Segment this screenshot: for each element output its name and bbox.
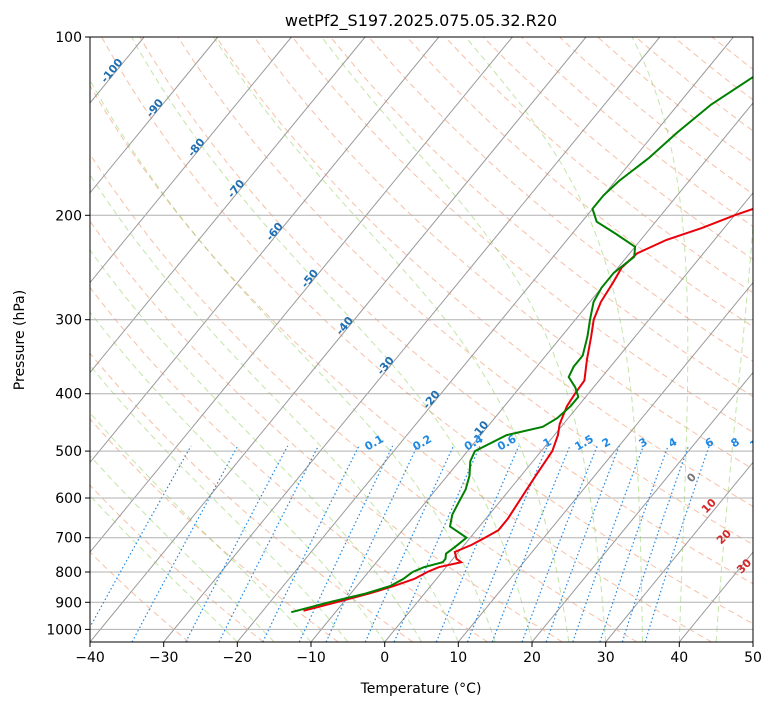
moist-adiabat	[90, 79, 496, 642]
plot-area: -100-90-80-70-60-50-40-30-20-100.1 0.2 0.4…	[90, 37, 767, 642]
profile-lines	[291, 75, 753, 614]
isotherms	[90, 37, 753, 642]
dry-adiabat	[90, 352, 414, 642]
x-tick-label: −40	[75, 650, 105, 666]
y-tick-label: 500	[55, 444, 82, 460]
moist-adiabat	[90, 364, 349, 642]
x-tick-label: −30	[149, 650, 179, 666]
dewpoint-line	[291, 75, 753, 614]
dry-adiabat	[253, 37, 753, 470]
isotherm	[90, 37, 292, 284]
moist-adiabat	[631, 37, 689, 642]
mixing-ratio-line	[218, 445, 319, 642]
isotherm	[90, 37, 440, 464]
mixing-ratio-line	[572, 445, 645, 642]
mixing-ratio-label: 10	[747, 433, 767, 452]
x-axis-ticks: −40 −30 −20 −10 0 10 20 30 40 50	[75, 642, 762, 666]
moist-adiabat	[213, 37, 570, 642]
dry-adiabat	[90, 484, 264, 642]
chart-title: wetPf2_S197.2025.075.05.32.R20	[285, 11, 557, 31]
dry-adiabat	[90, 418, 339, 642]
y-tick-label: 900	[55, 595, 82, 611]
dry-adiabat	[215, 37, 753, 507]
pressure-gridlines	[90, 37, 753, 630]
x-tick-label: −20	[223, 650, 253, 666]
moist-adiabat	[131, 37, 533, 642]
mixing-ratio-line	[545, 445, 620, 642]
dry-adiabat	[90, 286, 488, 642]
moist-adiabats	[90, 37, 753, 642]
x-tick-label: 30	[597, 650, 615, 666]
y-tick-label: 600	[55, 491, 82, 507]
dry-adiabat	[292, 37, 753, 433]
dry-adiabat	[330, 37, 753, 398]
y-tick-label: 1000	[46, 622, 82, 638]
x-tick-label: −10	[296, 650, 326, 666]
mixing-ratio-line	[644, 445, 710, 642]
moist-adiabat-label: 30	[734, 556, 754, 576]
x-tick-label: 0	[380, 650, 389, 666]
x-tick-label: 20	[523, 650, 541, 666]
moist-adiabat	[465, 37, 643, 642]
moist-adiabat	[90, 495, 238, 642]
isotherm	[384, 192, 753, 642]
mixing-ratio-line	[599, 445, 669, 642]
x-axis-label: Temperature (°C)	[360, 681, 482, 697]
moist-adiabat	[321, 37, 607, 642]
moist-adiabat	[90, 311, 386, 642]
dry-adiabat	[90, 551, 190, 642]
isotherm	[531, 371, 753, 642]
isotherm	[605, 461, 753, 642]
isotherm	[90, 37, 513, 553]
y-tick-label: 700	[55, 531, 82, 547]
x-tick-label: 50	[744, 650, 762, 666]
y-tick-label: 800	[55, 565, 82, 581]
temperature-line	[303, 207, 753, 612]
isotherm	[90, 37, 587, 642]
mixing-ratio-line	[262, 445, 360, 642]
isotherm	[163, 37, 661, 642]
mixing-ratio-line	[521, 445, 598, 642]
dry-adiabat	[90, 153, 638, 642]
isotherm	[457, 281, 753, 642]
y-tick-label: 200	[55, 208, 82, 224]
moist-adiabat	[90, 174, 459, 642]
y-tick-label: 400	[55, 387, 82, 403]
isotherm	[310, 102, 753, 642]
y-tick-label: 300	[55, 313, 82, 329]
mixing-ratio-lines	[90, 445, 710, 642]
y-axis-ticks: 100 200 300 400 500 600 700 800 900 1000	[46, 30, 90, 638]
dry-adiabat	[90, 84, 712, 642]
isotherm	[90, 37, 366, 374]
moist-adiabat	[90, 249, 422, 642]
dry-adiabat	[90, 220, 563, 642]
isotherm	[236, 37, 734, 642]
mixing-ratio-line	[393, 445, 481, 642]
x-tick-label: 10	[449, 650, 467, 666]
isotherm	[90, 37, 219, 194]
mixing-ratio-line	[621, 445, 690, 642]
x-tick-label: 40	[670, 650, 688, 666]
y-tick-label: 100	[55, 30, 82, 46]
y-axis-label: Pressure (hPa)	[12, 290, 28, 390]
moist-adiabat	[715, 220, 753, 642]
mixing-ratio-line	[298, 445, 394, 642]
plot-frame	[89, 36, 754, 643]
mixing-ratio-line	[90, 445, 192, 629]
